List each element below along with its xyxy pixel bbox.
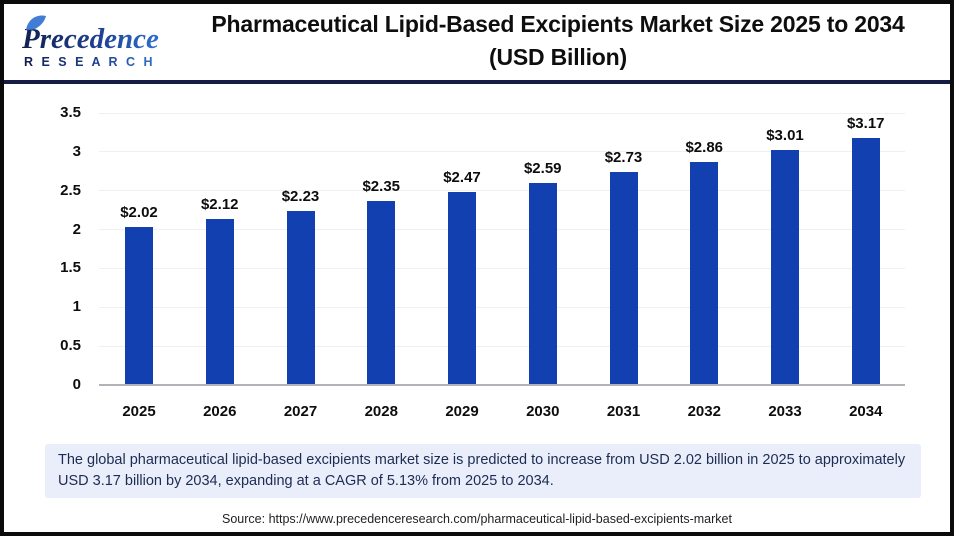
- bar-value-label: $2.47: [443, 169, 481, 187]
- bar-value-label: $3.01: [766, 127, 804, 145]
- bar-value-label: $2.12: [200, 196, 239, 214]
- summary-note-text: The global pharmaceutical lipid-based ex…: [58, 452, 906, 489]
- chart-title-line2: (USD Billion): [489, 44, 627, 70]
- logo-wordmark: Precedence: [21, 23, 159, 55]
- bar-2032: [690, 161, 719, 384]
- bar-2026: [205, 219, 234, 384]
- bar-value-label: $2.23: [281, 187, 320, 205]
- bar-2031: [609, 171, 638, 384]
- bar-2028: [367, 201, 396, 384]
- bar-value-label: $2.02: [120, 204, 158, 222]
- x-axis-label-2029: 2029: [445, 403, 479, 420]
- precedence-research-logo: Precedence R E S E A R C H: [21, 15, 159, 69]
- bar-value-label: $2.86: [685, 138, 724, 156]
- bar-2025: [125, 227, 153, 384]
- bar-2029: [448, 192, 476, 384]
- header-divider: [4, 80, 950, 84]
- x-axis-label-2031: 2031: [606, 403, 641, 420]
- y-tick-label: 3.5: [60, 104, 81, 121]
- x-axis-label-2033: 2033: [768, 403, 802, 420]
- x-axis-baseline: [99, 384, 905, 386]
- x-axis-label-2034: 2034: [849, 403, 883, 420]
- bar-2030: [528, 182, 557, 384]
- y-tick-label: 2: [72, 220, 81, 238]
- y-tick-label: 0: [72, 376, 81, 393]
- gridline: [99, 306, 905, 308]
- y-tick-label: 0.5: [60, 337, 81, 355]
- gridline: [99, 229, 905, 231]
- gridline: [99, 267, 905, 269]
- chart-title-line1: Pharmaceutical Lipid-Based Excipients Ma…: [211, 11, 905, 37]
- x-axis-label-2030: 2030: [526, 403, 560, 420]
- x-axis-label-2027: 2027: [283, 403, 318, 420]
- bar-value-label: $3.17: [846, 114, 885, 132]
- gridline: [99, 112, 905, 114]
- bar-value-label: $2.35: [362, 178, 401, 196]
- y-tick-label: 2.5: [60, 181, 81, 199]
- source-url-text: Source: https://www.precedenceresearch.c…: [222, 512, 732, 526]
- x-axis-label-2026: 2026: [203, 403, 237, 420]
- bar-2027: [286, 210, 315, 384]
- source-line: Source: https://www.precedenceresearch.c…: [4, 510, 950, 528]
- x-axis-label-2032: 2032: [687, 403, 721, 420]
- y-tick-label: 3: [72, 142, 81, 160]
- header: Precedence R E S E A R C H Pharmaceutica…: [4, 4, 950, 80]
- bar-chart-plot-area: 0 0.5 1 1.5 2 2.5 3 3.5 $2.02 2025 $2.12 2026 $2.23 2…: [60, 104, 905, 420]
- bar-2034: [851, 137, 880, 384]
- gridline: [99, 190, 905, 192]
- x-axis-label-2028: 2028: [364, 403, 398, 420]
- summary-note-box: The global pharmaceutical lipid-based ex…: [45, 444, 921, 498]
- gridline: [99, 345, 905, 347]
- bar-value-label: $2.59: [523, 159, 562, 177]
- logo-leaf-icon: [26, 15, 46, 30]
- y-tick-label: 1.5: [60, 259, 81, 277]
- x-axis-label-2025: 2025: [122, 403, 156, 420]
- bar-2033: [771, 150, 799, 384]
- logo-subword: R E S E A R C H: [24, 55, 155, 69]
- bar-value-label: $2.73: [604, 148, 643, 166]
- chart-title: Pharmaceutical Lipid-Based Excipients Ma…: [174, 8, 942, 74]
- gridline: [99, 151, 905, 153]
- y-tick-label: 1: [72, 298, 81, 316]
